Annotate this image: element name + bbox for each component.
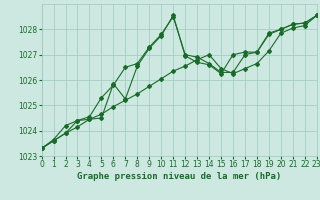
X-axis label: Graphe pression niveau de la mer (hPa): Graphe pression niveau de la mer (hPa) — [77, 172, 281, 181]
